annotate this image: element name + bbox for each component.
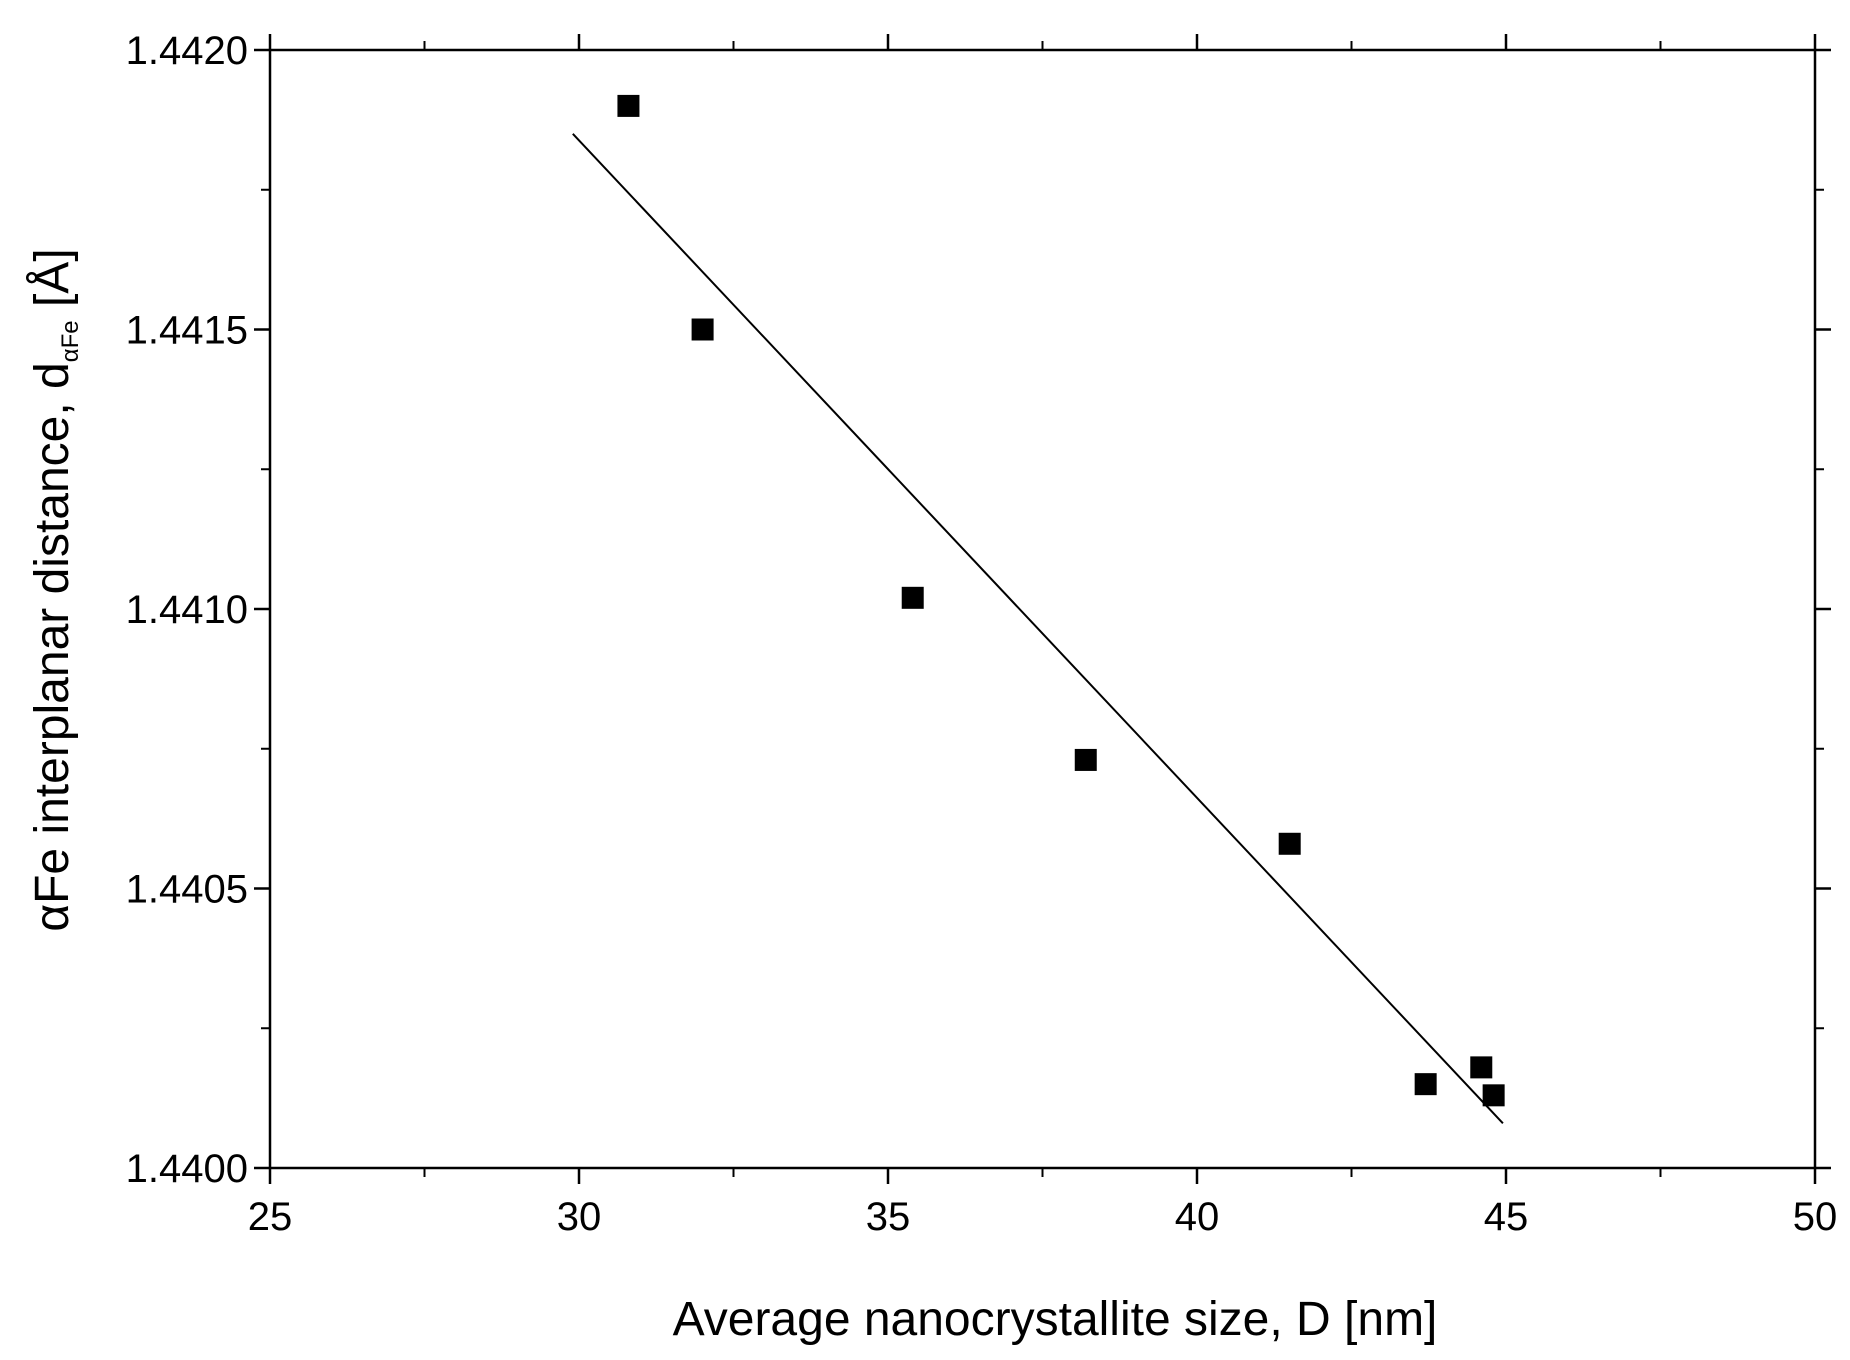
data-point: [691, 318, 714, 341]
data-point: [1482, 1084, 1505, 1107]
x-tick-label: 40: [1175, 1195, 1220, 1239]
data-point: [1470, 1056, 1493, 1079]
y-axis-title: αFe interplanar distance, dαFe [Å]: [26, 248, 84, 931]
x-tick-label: 35: [866, 1195, 911, 1239]
fit-line-layer: [572, 133, 1504, 1124]
data-point: [617, 94, 640, 117]
plot-frame: [268, 48, 1817, 1170]
data-points-layer: [617, 94, 1505, 1107]
plot-border: [268, 48, 1817, 1170]
x-tick-label: 30: [557, 1195, 602, 1239]
y-axis-title-subscript: αFe: [57, 320, 84, 362]
y-axis-ticks: 1.4400 1.4405 1.4410 1.4415 1.4420: [126, 29, 1831, 1191]
fit-line: [572, 133, 1504, 1124]
x-tick-label: 50: [1793, 1195, 1838, 1239]
y-axis-title-unit-space: [26, 307, 79, 320]
y-tick-label: 1.4410: [126, 588, 248, 632]
data-point: [1074, 748, 1097, 771]
y-tick-label: 1.4405: [126, 868, 248, 912]
y-axis-title-unit: [Å]: [26, 248, 79, 307]
x-axis-title: Average nanocrystallite size, D [nm]: [673, 1293, 1438, 1346]
y-axis-title-main: αFe interplanar distance, d: [26, 362, 79, 931]
x-tick-label: 45: [1484, 1195, 1529, 1239]
x-tick-label: 25: [248, 1195, 293, 1239]
data-point: [901, 586, 924, 609]
y-tick-label: 1.4420: [126, 29, 248, 73]
y-axis-title-group: αFe interplanar distance, dαFe [Å]: [26, 248, 84, 931]
data-point: [1414, 1073, 1437, 1096]
y-tick-label: 1.4415: [126, 309, 248, 353]
y-tick-label: 1.4400: [126, 1147, 248, 1191]
data-point: [1278, 832, 1301, 855]
x-axis-ticks: 25 30 35 40 45 50: [248, 34, 1838, 1239]
